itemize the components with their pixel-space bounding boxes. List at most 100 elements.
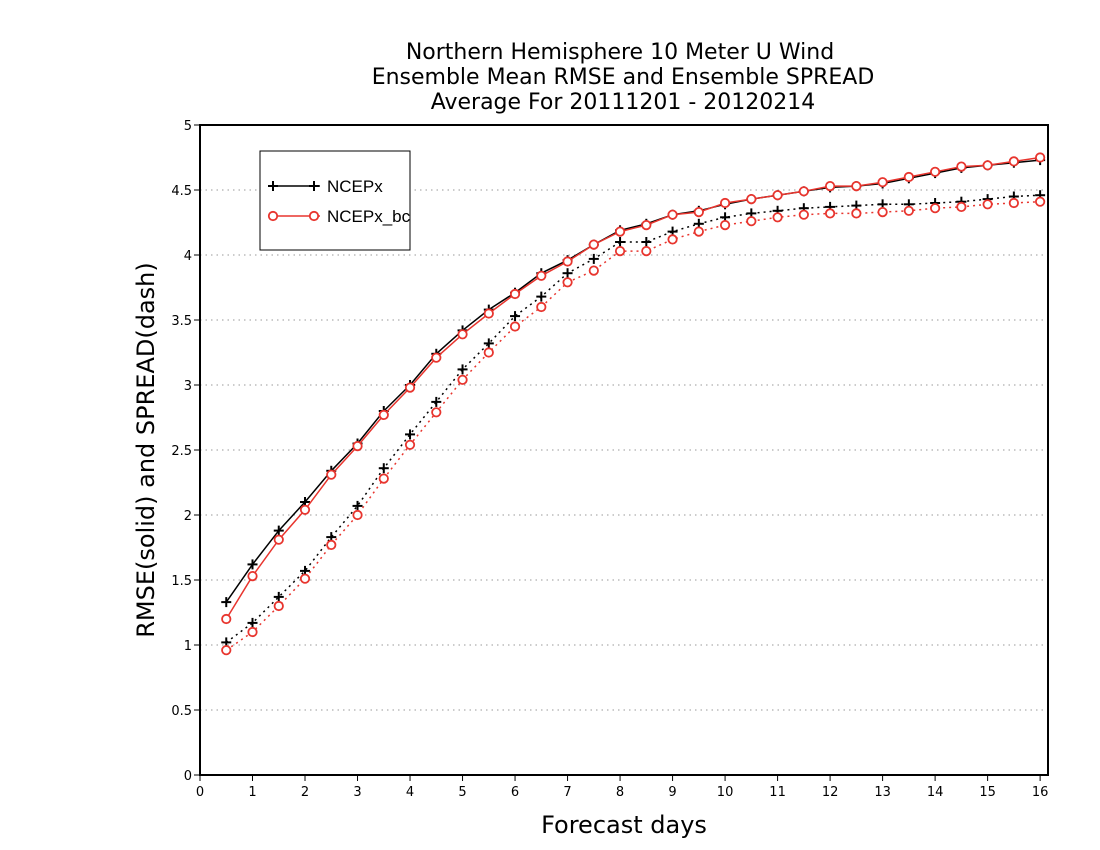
spread-point-ncepx-bc-10 [483,347,494,358]
rmse-point-ncepx-bc-19 [719,197,731,209]
spread-point-ncepx-bc-4 [326,539,337,551]
legend-label-ncepx-bc: NCEPx_bc [327,207,411,226]
x-tick-label-3: 3 [353,785,361,800]
rmse-point-ncepx-bc-5 [352,440,363,452]
spread-point-ncepx-bc-25 [877,207,888,218]
spread-point-ncepx-14 [588,253,599,264]
legend-marker-end-ncepx-bc [308,210,320,222]
x-tick-label-2: 2 [301,785,309,800]
rmse-point-ncepx-bc-31 [1035,152,1046,163]
x-tick-label-10: 10 [717,785,734,800]
rmse-point-ncepx-bc-7 [404,382,416,393]
spread-point-ncepx-11 [510,311,521,322]
spread-point-ncepx-bc-3 [299,573,311,584]
y-tick-label-1: 1 [184,639,192,654]
series-ncepx-bc [221,152,1046,656]
spread-point-ncepx-bc-18 [693,226,704,237]
rmse-point-ncepx-bc-12 [536,270,547,281]
y-tick-label-3.5: 3.5 [171,314,192,329]
spread-point-ncepx-bc-28 [956,201,967,212]
spread-point-ncepx-bc-9 [457,374,468,385]
legend-item-ncepx: NCEPx [268,177,383,196]
x-tick-label-16: 16 [1032,785,1049,800]
legend-marker-start-ncepx [268,181,278,191]
spread-point-ncepx-5 [352,500,363,511]
y-tick-label-1.5: 1.5 [171,574,192,589]
rmse-point-ncepx-bc-30 [1008,156,1019,167]
spread-point-ncepx-bc-11 [509,321,521,332]
rmse-point-ncepx-bc-17 [667,209,678,220]
x-axis-label: Forecast days [541,811,707,839]
spread-point-ncepx-8 [431,396,442,407]
spread-point-ncepx-bc-31 [1035,196,1046,207]
spread-point-ncepx-bc-2 [273,600,284,612]
spread-point-ncepx-bc-8 [431,407,442,418]
rmse-point-ncepx-bc-9 [457,329,468,340]
rmse-point-ncepx-bc-25 [877,177,888,188]
gridlines [200,189,1048,711]
spread-point-ncepx-13 [562,268,573,279]
rmse-point-ncepx-bc-23 [824,181,836,192]
legend-marker-start-ncepx-bc [267,210,279,222]
legend-box [259,150,411,251]
spread-point-ncepx-bc-20 [746,216,757,227]
rmse-point-ncepx-bc-20 [746,194,757,205]
spread-point-ncepx-bc-26 [903,205,914,216]
x-axis: 0 1 2 3 4 5 6 7 8 9 10 11 12 13 14 15 16 [196,775,1049,800]
y-tick-label-0.5: 0.5 [171,704,192,719]
spread-point-ncepx-bc-22 [798,209,809,220]
y-tick-label-4: 4 [184,249,192,264]
x-tick-label-12: 12 [822,785,839,800]
rmse-point-ncepx-bc-2 [273,534,284,545]
rmse-point-ncepx-1 [247,559,258,570]
spread-point-ncepx-bc-1 [247,626,258,638]
y-tick-label-2.5: 2.5 [171,444,192,459]
y-tick-label-5: 5 [184,119,192,134]
y-tick-label-4.5: 4.5 [171,184,192,199]
rmse-point-ncepx-bc-21 [772,190,783,201]
x-tick-label-5: 5 [458,785,466,800]
title-line-2: Ensemble Mean RMSE and Ensemble SPREAD [372,65,875,90]
legend-marker-end-ncepx [309,181,319,191]
x-tick-label-4: 4 [406,785,414,800]
x-tick-label-9: 9 [668,785,676,800]
spread-point-ncepx-bc-17 [667,234,678,245]
rmse-point-ncepx-bc-27 [930,166,941,177]
title-line-1: Northern Hemisphere 10 Meter U Wind [406,40,834,65]
x-tick-label-0: 0 [196,785,204,800]
y-tick-label-2: 2 [184,509,192,524]
spread-point-ncepx-1 [247,617,258,628]
spread-point-ncepx-bc-23 [824,208,836,219]
spread-point-ncepx-bc-7 [404,439,416,450]
spread-point-ncepx-bc-29 [982,199,993,210]
x-tick-label-1: 1 [248,785,256,800]
x-tick-label-15: 15 [979,785,996,800]
spread-point-ncepx-bc-14 [588,265,599,276]
spread-point-ncepx-bc-30 [1008,197,1019,209]
y-tick-label-3: 3 [184,379,192,394]
rmse-point-ncepx-0 [221,597,232,608]
rmse-point-ncepx-bc-3 [299,504,311,515]
rmse-point-ncepx-2 [273,525,284,536]
spread-point-ncepx-6 [378,463,389,474]
spread-point-ncepx-10 [483,338,494,349]
rmse-point-ncepx-bc-4 [326,469,337,480]
rmse-point-ncepx-bc-13 [562,256,573,267]
x-tick-label-7: 7 [563,785,571,800]
rmse-point-ncepx-bc-0 [221,613,232,625]
spread-line-ncepx-bc [225,200,1041,651]
rmse-point-ncepx-bc-8 [431,352,442,363]
spread-point-ncepx-bc-6 [378,473,389,484]
rmse-point-ncepx-bc-28 [956,161,967,172]
rmse-point-ncepx-bc-18 [693,207,704,218]
spread-point-ncepx-bc-24 [851,208,862,219]
rmse-point-ncepx-bc-10 [483,308,494,319]
series-layer [221,152,1046,656]
spread-point-ncepx-bc-21 [772,212,783,223]
rmse-point-ncepx-bc-11 [509,288,521,300]
x-tick-label-14: 14 [927,785,944,800]
spread-point-ncepx-bc-13 [562,277,573,288]
rmse-point-ncepx-bc-29 [982,160,993,171]
legend: NCEPx NCEPx_bc [259,150,411,251]
